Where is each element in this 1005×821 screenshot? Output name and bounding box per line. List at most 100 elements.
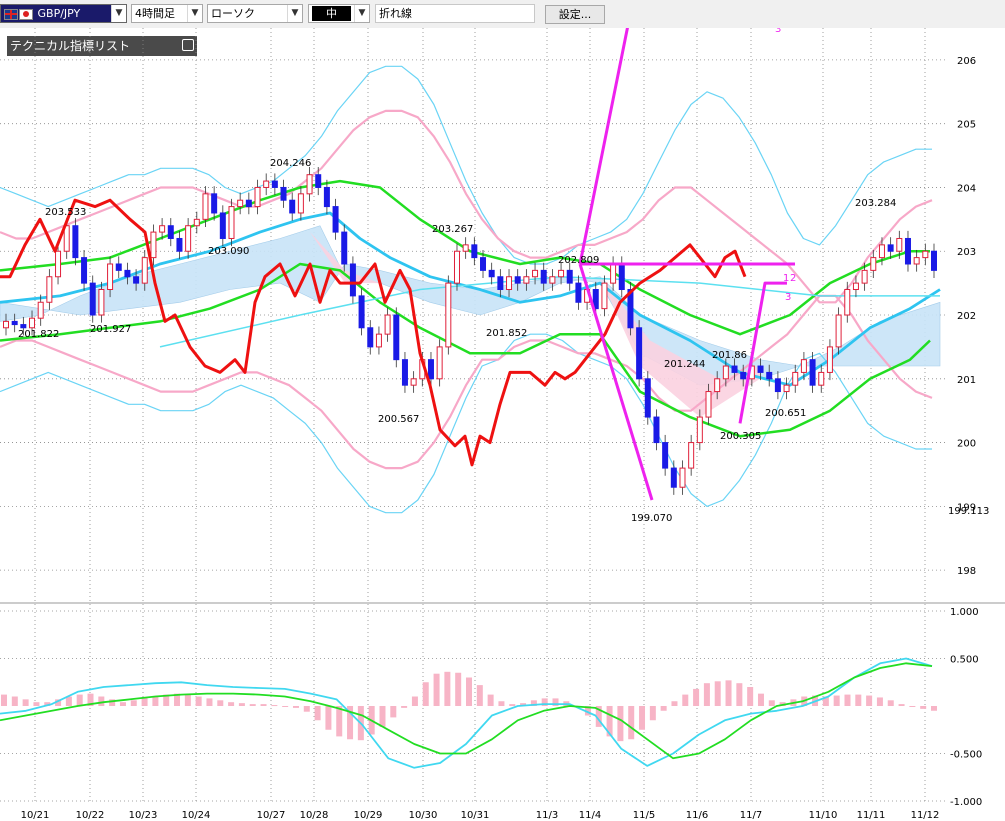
line-type-select[interactable]: 折れ線: [375, 4, 535, 23]
macd-histogram-bar: [98, 696, 105, 706]
macd-histogram-bar: [498, 701, 505, 706]
macd-histogram-bar: [931, 706, 937, 711]
date-tick-label: 10/21: [21, 810, 50, 821]
bollinger-bands: [0, 65, 933, 514]
indicator-list-panel[interactable]: テクニカル指標リスト: [7, 36, 197, 56]
macd-histogram-bar: [844, 694, 851, 706]
bearish-candle: [115, 263, 122, 271]
wave-label-1: 1: [783, 273, 789, 284]
bullish-candle: [818, 371, 825, 386]
currency-pair-select[interactable]: GBP/JPY ▼: [0, 4, 127, 23]
price-tick-label: 206: [957, 56, 976, 67]
bearish-candle: [176, 237, 183, 252]
chevron-down-icon[interactable]: ▼: [187, 5, 202, 22]
bullish-candle: [185, 225, 192, 252]
bullish-candle: [835, 314, 842, 348]
macd-histogram-bar: [282, 706, 289, 707]
bearish-candle: [315, 174, 322, 188]
macd-histogram-bar: [639, 706, 646, 730]
bearish-candle: [644, 378, 651, 418]
macd-histogram-bar: [55, 699, 62, 706]
macd-histogram-bar: [433, 673, 440, 706]
osc-tick-label: 0.500: [950, 655, 979, 666]
macd-histogram-bar: [163, 694, 170, 706]
bullish-candle: [913, 257, 920, 265]
bearish-candle: [636, 327, 643, 380]
bearish-candle: [133, 276, 140, 284]
date-tick-label: 11/5: [633, 810, 655, 821]
bearish-candle: [89, 282, 96, 316]
bullish-candle: [558, 269, 565, 278]
bullish-candle: [722, 365, 729, 380]
macd-histogram-bar: [487, 694, 494, 706]
bullish-candle: [844, 289, 851, 316]
price-annotation: 200.567: [378, 414, 419, 425]
macd-histogram-bar: [714, 681, 721, 706]
timeframe-select[interactable]: 4時間足 ▼: [131, 4, 203, 23]
elliott-wave-1-line: [578, 28, 629, 265]
macd-histogram-bar: [238, 703, 245, 706]
timeframe-label: 4時間足: [135, 7, 175, 20]
macd-histogram-bar: [22, 699, 29, 706]
macd-histogram-bar: [303, 706, 310, 712]
bullish-candle: [523, 276, 530, 284]
macd-histogram-bar: [119, 702, 126, 706]
chevron-down-icon[interactable]: ▼: [287, 5, 302, 22]
bearish-candle: [72, 225, 79, 259]
bearish-candle: [393, 314, 400, 361]
chevron-down-icon[interactable]: ▼: [111, 5, 126, 22]
bearish-candle: [757, 365, 764, 373]
macd-histogram-bar: [552, 698, 559, 706]
bollinger-inner-lower-line: [0, 294, 933, 470]
chikou-span-line: [0, 198, 747, 467]
chikou-line: [0, 198, 747, 467]
date-tick-label: 10/23: [129, 810, 158, 821]
price-annotation: 204.246: [270, 158, 311, 169]
macd-histogram-bar: [109, 699, 116, 706]
macd-histogram-bar: [682, 694, 689, 706]
macd-histogram-bar: [347, 706, 354, 740]
date-tick-label: 10/29: [354, 810, 383, 821]
bullish-candle: [549, 276, 556, 284]
macd-histogram-bar: [422, 682, 429, 706]
price-annotation: 203.533: [45, 207, 86, 218]
chevron-down-icon[interactable]: ▼: [354, 5, 369, 22]
wave-label-3-top: 3: [775, 28, 781, 35]
bullish-candle: [679, 467, 686, 488]
ma-long-lower-line: [0, 262, 931, 438]
bearish-candle: [618, 263, 625, 291]
chart-area[interactable]: 1 2 3 3 201.822 203.533 201.927 203.090 204.246…: [0, 28, 1005, 821]
bullish-candle: [410, 378, 417, 386]
indicator-list-title: テクニカル指標リスト: [10, 39, 131, 53]
bearish-candle: [124, 269, 131, 278]
macd-histogram-bar: [920, 706, 927, 709]
macd-histogram-bar: [725, 680, 732, 706]
macd-histogram-bar: [757, 693, 764, 706]
date-tick-label: 11/7: [740, 810, 762, 821]
date-tick-label: 11/4: [579, 810, 601, 821]
bearish-candle: [887, 244, 894, 252]
chart-type-select[interactable]: ローソク ▼: [207, 4, 303, 23]
price-annotation: 200.305: [720, 431, 761, 442]
bullish-candle: [714, 378, 721, 393]
line-thickness-select[interactable]: 中 ▼: [308, 4, 370, 23]
macd-histogram-bar: [228, 702, 235, 706]
bullish-candle: [792, 371, 799, 386]
macd-histogram-bar: [152, 696, 159, 706]
bullish-candle: [306, 174, 313, 195]
macd-histogram-bar: [747, 687, 754, 706]
bullish-candle: [107, 263, 114, 291]
settings-button[interactable]: 設定...: [545, 5, 605, 24]
bearish-candle: [20, 324, 27, 329]
bullish-candle: [436, 346, 443, 380]
osc-tick-label: 1.000: [950, 607, 979, 618]
panel-pin-icon[interactable]: [182, 39, 194, 51]
bullish-candle: [922, 250, 929, 259]
bearish-candle: [349, 263, 356, 297]
bullish-candle: [826, 346, 833, 373]
chart-grid: [0, 28, 1005, 802]
macd-histogram-bar: [866, 695, 873, 706]
date-tick-label: 10/30: [409, 810, 438, 821]
macd-histogram-bar: [876, 697, 883, 706]
bearish-candle: [497, 276, 504, 291]
